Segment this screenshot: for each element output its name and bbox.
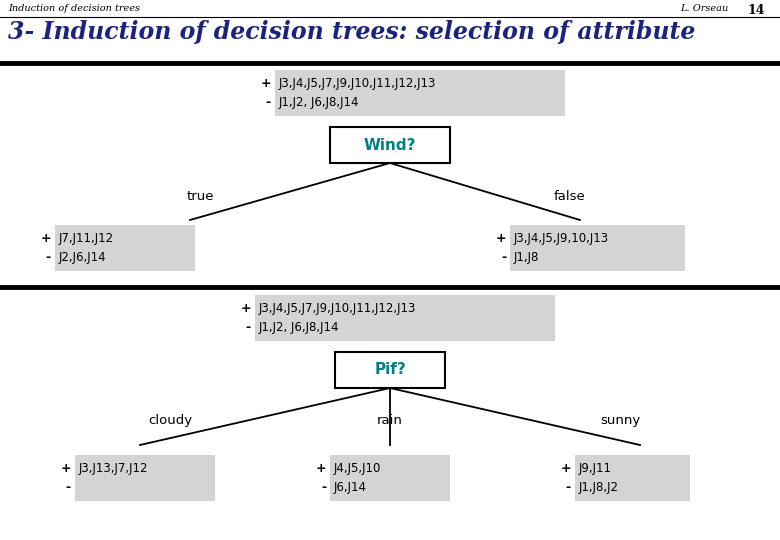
Text: J4,J5,J10: J4,J5,J10 xyxy=(334,462,381,475)
Text: J6,J14: J6,J14 xyxy=(334,481,367,494)
Text: +: + xyxy=(495,232,506,245)
Text: -: - xyxy=(501,251,506,264)
Text: -: - xyxy=(321,481,326,494)
Bar xyxy=(335,352,445,388)
Text: J3,J4,J5,J7,J9,J10,J11,J12,J13: J3,J4,J5,J7,J9,J10,J11,J12,J13 xyxy=(279,77,436,90)
Text: J1,J2, J6,J8,J14: J1,J2, J6,J8,J14 xyxy=(259,321,339,334)
Text: J1,J2, J6,J8,J14: J1,J2, J6,J8,J14 xyxy=(279,96,360,109)
Bar xyxy=(510,225,685,271)
Bar xyxy=(55,225,195,271)
Text: J3,J13,J7,J12: J3,J13,J7,J12 xyxy=(79,462,148,475)
Text: -: - xyxy=(46,251,51,264)
Text: sunny: sunny xyxy=(600,414,640,427)
Text: Induction of decision trees: Induction of decision trees xyxy=(8,4,140,13)
Text: Wind?: Wind? xyxy=(363,138,417,152)
Text: -: - xyxy=(566,481,571,494)
Text: false: false xyxy=(554,190,586,203)
Text: +: + xyxy=(315,462,326,475)
Text: -: - xyxy=(266,96,271,109)
Bar xyxy=(575,455,690,501)
Text: +: + xyxy=(41,232,51,245)
Text: J7,J11,J12: J7,J11,J12 xyxy=(59,232,114,245)
Bar xyxy=(330,127,450,163)
Text: rain: rain xyxy=(377,414,403,427)
Text: true: true xyxy=(186,190,214,203)
Text: J1,J8: J1,J8 xyxy=(514,251,540,264)
Text: Pif?: Pif? xyxy=(374,362,406,377)
Text: cloudy: cloudy xyxy=(148,414,192,427)
Bar xyxy=(330,455,450,501)
Text: -: - xyxy=(66,481,71,494)
Text: +: + xyxy=(240,302,251,315)
Bar xyxy=(75,455,215,501)
Text: J2,J6,J14: J2,J6,J14 xyxy=(59,251,107,264)
Text: 14: 14 xyxy=(747,4,765,17)
Text: J3,J4,J5,J7,J9,J10,J11,J12,J13: J3,J4,J5,J7,J9,J10,J11,J12,J13 xyxy=(259,302,417,315)
Text: -: - xyxy=(246,321,251,334)
Text: J3,J4,J5,J9,10,J13: J3,J4,J5,J9,10,J13 xyxy=(514,232,609,245)
Text: J1,J8,J2: J1,J8,J2 xyxy=(579,481,619,494)
Text: 3- Induction of decision trees: selection of attribute: 3- Induction of decision trees: selectio… xyxy=(8,20,696,44)
Bar xyxy=(275,70,565,116)
Text: +: + xyxy=(261,77,271,90)
Bar xyxy=(255,295,555,341)
Text: J9,J11: J9,J11 xyxy=(579,462,612,475)
Text: L. Orseau: L. Orseau xyxy=(680,4,729,13)
Text: +: + xyxy=(60,462,71,475)
Text: +: + xyxy=(560,462,571,475)
